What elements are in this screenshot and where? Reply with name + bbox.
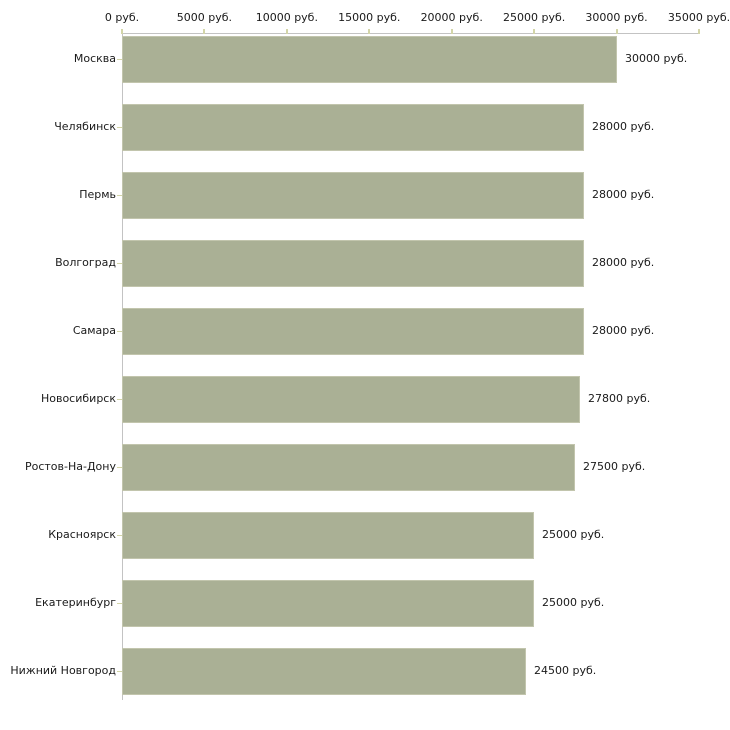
category-label: Самара: [72, 324, 116, 337]
x-axis-tick-label: 0 руб.: [104, 11, 140, 24]
bar: [122, 104, 584, 151]
x-axis-tick-mark: [203, 29, 205, 34]
value-label: 27800 руб.: [588, 392, 651, 405]
category-tick-mark: [117, 195, 122, 196]
category-tick-mark: [117, 263, 122, 264]
bar: [122, 172, 584, 219]
x-axis-tick-label: 15000 руб.: [338, 11, 401, 24]
x-axis-tick-label: 35000 руб.: [667, 11, 730, 24]
category-tick-mark: [117, 467, 122, 468]
category-tick-mark: [117, 59, 122, 60]
category-label: Ростов-На-Дону: [24, 460, 116, 473]
value-label: 25000 руб.: [542, 528, 605, 541]
x-axis-tick-label: 5000 руб.: [176, 11, 233, 24]
category-tick-mark: [117, 535, 122, 536]
value-label: 30000 руб.: [625, 52, 688, 65]
x-axis-tick-mark: [533, 29, 535, 34]
x-axis-tick-label: 10000 руб.: [255, 11, 318, 24]
bar: [122, 580, 534, 627]
value-label: 25000 руб.: [542, 596, 605, 609]
category-tick-mark: [117, 671, 122, 672]
x-axis-tick-mark: [616, 29, 618, 34]
bar: [122, 240, 584, 287]
category-label: Волгоград: [55, 256, 116, 269]
x-axis-line: [122, 33, 699, 34]
bar: [122, 376, 580, 423]
x-axis-tick-mark: [698, 29, 700, 34]
value-label: 24500 руб.: [534, 664, 597, 677]
category-label: Красноярск: [48, 528, 116, 541]
category-tick-mark: [117, 603, 122, 604]
x-axis-tick-mark: [451, 29, 453, 34]
category-label: Екатеринбург: [35, 596, 116, 609]
x-axis-tick-mark: [121, 29, 123, 34]
y-axis-line: [122, 33, 123, 700]
x-axis-tick-label: 30000 руб.: [585, 11, 648, 24]
category-tick-mark: [117, 127, 122, 128]
x-axis-tick-mark: [368, 29, 370, 34]
value-label: 28000 руб.: [592, 324, 655, 337]
value-label: 28000 руб.: [592, 256, 655, 269]
bar: [122, 512, 534, 559]
x-axis-tick-label: 25000 руб.: [503, 11, 566, 24]
category-label: Москва: [73, 52, 116, 65]
value-label: 28000 руб.: [592, 120, 655, 133]
value-label: 27500 руб.: [583, 460, 646, 473]
category-tick-mark: [117, 331, 122, 332]
bar: [122, 308, 584, 355]
bar: [122, 444, 575, 491]
x-axis-tick-label: 20000 руб.: [420, 11, 483, 24]
category-label: Нижний Новгород: [10, 664, 116, 677]
category-label: Новосибирск: [40, 392, 116, 405]
category-label: Челябинск: [54, 120, 116, 133]
category-label: Пермь: [79, 188, 116, 201]
bar: [122, 36, 617, 83]
x-axis-tick-mark: [286, 29, 288, 34]
value-label: 28000 руб.: [592, 188, 655, 201]
bar: [122, 648, 526, 695]
category-tick-mark: [117, 399, 122, 400]
